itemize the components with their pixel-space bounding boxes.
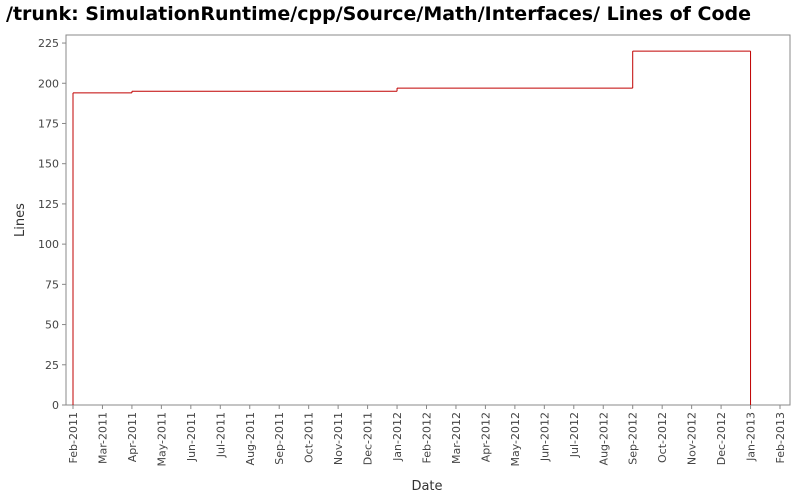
x-tick-label: Nov-2011 [332, 412, 345, 465]
x-axis-label: Date [411, 479, 442, 494]
y-tick-label: 200 [38, 77, 59, 90]
x-tick-label: Jul-2012 [568, 412, 581, 458]
x-tick-label: Jan-2013 [745, 412, 758, 462]
x-tick-label: Aug-2011 [244, 412, 257, 465]
x-tick-label: Dec-2012 [715, 412, 728, 465]
chart-title: /trunk: SimulationRuntime/cpp/Source/Mat… [6, 3, 751, 25]
y-tick-label: 25 [45, 359, 59, 372]
y-tick-label: 225 [38, 37, 59, 50]
x-tick-label: Aug-2012 [597, 412, 610, 465]
x-tick-label: Sep-2011 [273, 412, 286, 465]
x-tick-label: Oct-2011 [303, 412, 316, 463]
x-tick-label: Mar-2011 [96, 412, 109, 464]
x-tick-label: Feb-2013 [774, 412, 787, 463]
y-axis-label: Lines [13, 203, 28, 237]
x-tick-label: Dec-2011 [362, 412, 375, 465]
y-tick-label: 175 [38, 117, 59, 130]
y-tick-label: 75 [45, 278, 59, 291]
x-tick-label: Jan-2012 [391, 412, 404, 462]
x-tick-label: Sep-2012 [627, 412, 640, 465]
x-tick-label: Feb-2012 [421, 412, 434, 463]
x-tick-label: Apr-2011 [126, 412, 139, 462]
x-tick-label: Oct-2012 [656, 412, 669, 463]
y-tick-label: 0 [52, 399, 59, 412]
x-tick-label: May-2012 [509, 412, 522, 467]
x-tick-label: Jun-2012 [538, 412, 551, 462]
y-tick-label: 50 [45, 319, 59, 332]
x-tick-label: Jun-2011 [185, 412, 198, 462]
x-tick-label: Feb-2011 [67, 412, 80, 463]
plot-area [65, 34, 791, 406]
x-tick-label: Apr-2012 [479, 412, 492, 462]
x-tick-label: Nov-2012 [686, 412, 699, 465]
y-tick-label: 150 [38, 158, 59, 171]
x-tick-label: Jul-2011 [214, 412, 227, 458]
y-tick-label: 100 [38, 238, 59, 251]
y-tick-label: 125 [38, 198, 59, 211]
x-tick-label: Mar-2012 [450, 412, 463, 464]
x-tick-label: May-2011 [155, 412, 168, 467]
